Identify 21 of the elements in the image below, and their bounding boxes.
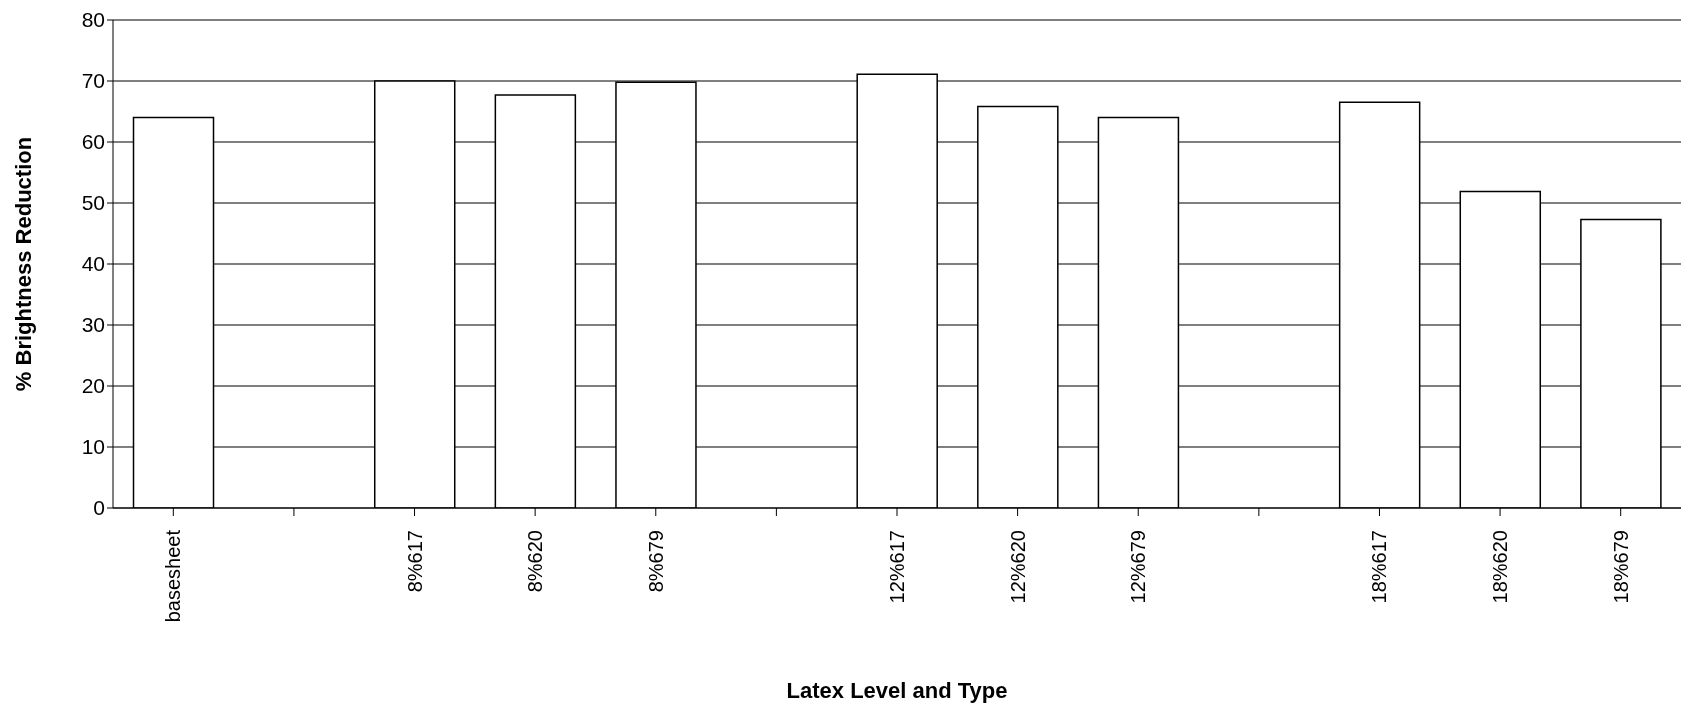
y-tick-label: 50 [81, 191, 105, 215]
y-tick-label: 20 [81, 374, 105, 398]
y-tick-label: 80 [81, 8, 105, 32]
x-tick-label: 12%620 [1006, 530, 1029, 604]
x-axis-title: Latex Level and Type [786, 678, 1008, 703]
x-tick-label: 8%679 [644, 530, 667, 593]
y-tick-label: 0 [93, 496, 105, 520]
y-tick-label: 60 [81, 130, 105, 154]
x-tick-label: basesheet [162, 529, 185, 623]
x-tick-label: 18%620 [1489, 530, 1512, 604]
x-tick-label: 18%617 [1368, 530, 1391, 604]
x-tick-label: 8%617 [403, 530, 426, 593]
x-tick-label: 18%679 [1609, 530, 1632, 604]
x-tick-label: 12%617 [886, 530, 908, 604]
y-tick-label: 40 [81, 252, 105, 276]
y-tick-label: 30 [81, 313, 105, 337]
y-tick-label: 10 [81, 435, 105, 459]
y-tick-label: 70 [81, 69, 105, 93]
x-tick-label: 12%679 [1127, 530, 1150, 604]
y-axis-title: % Brightness Reduction [10, 136, 36, 392]
x-tick-label: 8%620 [524, 530, 547, 593]
